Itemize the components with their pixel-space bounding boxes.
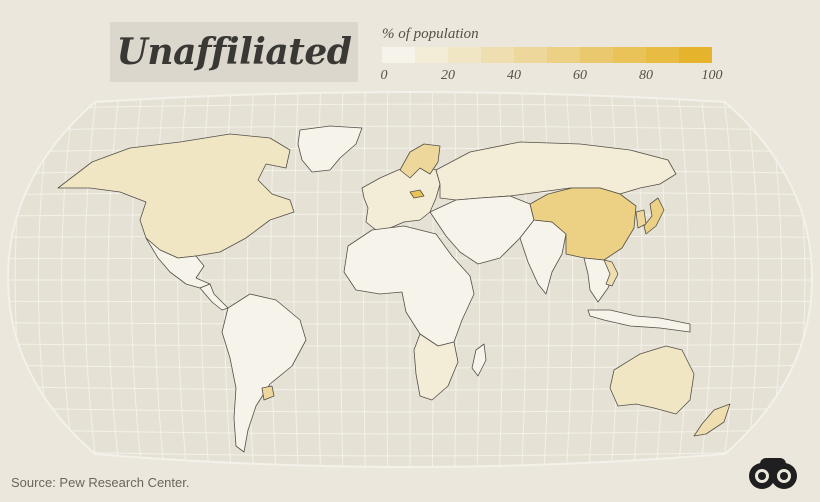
legend-tick-0: 0 — [380, 68, 388, 83]
region-greenland — [297, 125, 363, 173]
legend-swatch-5 — [547, 47, 580, 63]
graticule-parallel — [8, 147, 812, 153]
title-box: Unaffiliated — [110, 22, 358, 82]
region-uruguay — [261, 385, 275, 401]
legend-tick-60: 60 — [573, 68, 587, 83]
graticule-parallel — [8, 364, 812, 369]
legend-swatch-8 — [646, 47, 679, 63]
region-south-america — [221, 293, 307, 453]
region-vietnam — [603, 259, 619, 287]
region-indonesia — [587, 309, 691, 333]
graticule-parallel — [8, 386, 812, 391]
legend-swatch-7 — [613, 47, 646, 63]
legend-swatch-0 — [382, 47, 415, 63]
region-southern-africa — [413, 333, 459, 401]
graticule-parallel — [8, 343, 812, 347]
graticule-parallel — [8, 103, 812, 110]
graticule-parallel — [8, 322, 812, 325]
legend-color-scale — [382, 47, 712, 63]
legend-tick-80: 80 — [639, 68, 653, 83]
graticule-meridian — [8, 92, 9, 467]
region-madagascar — [471, 343, 487, 377]
graticule-parallel — [8, 407, 812, 413]
region-central-america — [199, 283, 229, 311]
source-note: Source: Pew Research Center. — [11, 475, 190, 490]
legend-swatch-2 — [448, 47, 481, 63]
region-australia — [609, 345, 695, 415]
binoculars-icon — [748, 454, 798, 492]
region-mexico — [145, 237, 211, 289]
legend-tick-20: 20 — [441, 68, 455, 83]
region-china — [529, 187, 637, 261]
legend-swatch-9 — [679, 47, 712, 63]
legend-label: % of population — [382, 26, 479, 42]
region-czech-republic — [409, 189, 425, 199]
legend-swatch-4 — [514, 47, 547, 63]
legend-swatch-3 — [481, 47, 514, 63]
legend-swatch-6 — [580, 47, 613, 63]
map-title: Unaffiliated — [116, 31, 352, 73]
legend-tick-100: 100 — [701, 68, 723, 83]
region-scandinavia — [399, 143, 441, 179]
graticule-parallel — [8, 125, 812, 132]
land-regions — [57, 125, 731, 453]
region-new-zealand — [693, 403, 731, 437]
legend-swatch-1 — [415, 47, 448, 63]
region-japan — [643, 197, 665, 235]
graticule-meridian — [811, 92, 812, 467]
graticule-parallel — [8, 450, 812, 457]
world-map — [0, 88, 820, 472]
region-north-america — [57, 133, 295, 259]
legend-tick-40: 40 — [507, 68, 521, 83]
